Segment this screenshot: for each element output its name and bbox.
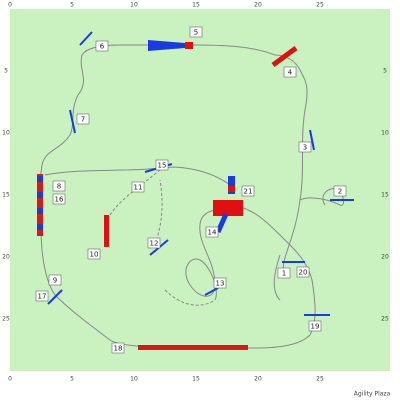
- obstacle-number: 7: [81, 116, 85, 124]
- obstacle-number: 1: [282, 270, 286, 278]
- obstacle-number: 11: [134, 184, 143, 192]
- axis-label: 25: [2, 316, 10, 323]
- obstacle-number: 5: [194, 29, 198, 37]
- axis-label: 5: [4, 68, 8, 75]
- obstacle-box: [308, 320, 322, 332]
- axis-label: 10: [381, 130, 389, 137]
- obstacle-box: [111, 342, 125, 354]
- obstacle-box: [87, 248, 101, 260]
- obstacle-box: [52, 180, 66, 192]
- obstacle-box: [189, 26, 203, 38]
- axis-label: 10: [130, 2, 138, 9]
- obstacle-box: [52, 193, 66, 205]
- axis-label: 25: [381, 316, 389, 323]
- obstacle-box: [95, 40, 109, 52]
- obstacle-box: [48, 274, 62, 286]
- obstacle-box: [213, 277, 227, 289]
- obstacle-number: 9: [53, 277, 57, 285]
- obstacle-box: [241, 185, 255, 197]
- obstacle-number: 4: [288, 69, 293, 77]
- course-path: [39, 44, 344, 349]
- axis-label: 25: [316, 376, 324, 383]
- axis-label: 25: [316, 2, 324, 9]
- obstacle-number: 17: [38, 293, 47, 301]
- obstacle-number: 14: [208, 229, 217, 237]
- obstacle-number: 3: [303, 144, 307, 152]
- axis-label: 5: [70, 2, 74, 9]
- axis-label: 15: [2, 192, 10, 199]
- axis-label: 10: [2, 130, 10, 137]
- obstacle-box: [277, 267, 291, 279]
- obstacle-number: 10: [90, 251, 99, 259]
- axis-label: 20: [254, 376, 262, 383]
- obstacle-number: 12: [150, 240, 159, 248]
- obstacle-box: [283, 66, 297, 78]
- axis-label: 20: [254, 2, 262, 9]
- obstacle-box: [298, 141, 312, 153]
- axis-label: 20: [381, 254, 389, 261]
- obstacle-box: [35, 290, 49, 302]
- obstacle-number: 13: [216, 280, 225, 288]
- obstacle-box: [147, 237, 161, 249]
- axis-label: 0: [8, 376, 12, 383]
- field: [10, 9, 390, 371]
- obstacle-number: 20: [299, 269, 308, 277]
- obstacle-number: 16: [55, 196, 64, 204]
- credit: Agility Plaza: [354, 391, 391, 398]
- obstacle-box: [155, 159, 169, 171]
- axis-label: 5: [70, 376, 74, 383]
- obstacle-number: 18: [114, 345, 123, 353]
- axis-label: 15: [381, 192, 389, 199]
- axis-label: 10: [130, 376, 138, 383]
- obstacle-box: [296, 266, 310, 278]
- obstacle-number: 21: [244, 188, 253, 196]
- obstacle-box: [131, 181, 145, 193]
- obstacle-box: [333, 185, 347, 197]
- axis-label: 15: [192, 2, 200, 9]
- axis-label: 15: [192, 376, 200, 383]
- obstacle-box: [76, 113, 90, 125]
- axis-label: 0: [8, 2, 12, 9]
- obstacle-number: 6: [100, 43, 105, 51]
- obstacle-number: 2: [338, 188, 342, 196]
- equipment: [37, 31, 354, 350]
- obstacle-number: 19: [311, 323, 320, 331]
- axis-label: 20: [2, 254, 10, 261]
- obstacle-number: 8: [57, 183, 61, 191]
- axis-label: 5: [383, 68, 387, 75]
- obstacle-number: 15: [158, 162, 167, 170]
- obstacle-box: [205, 226, 219, 238]
